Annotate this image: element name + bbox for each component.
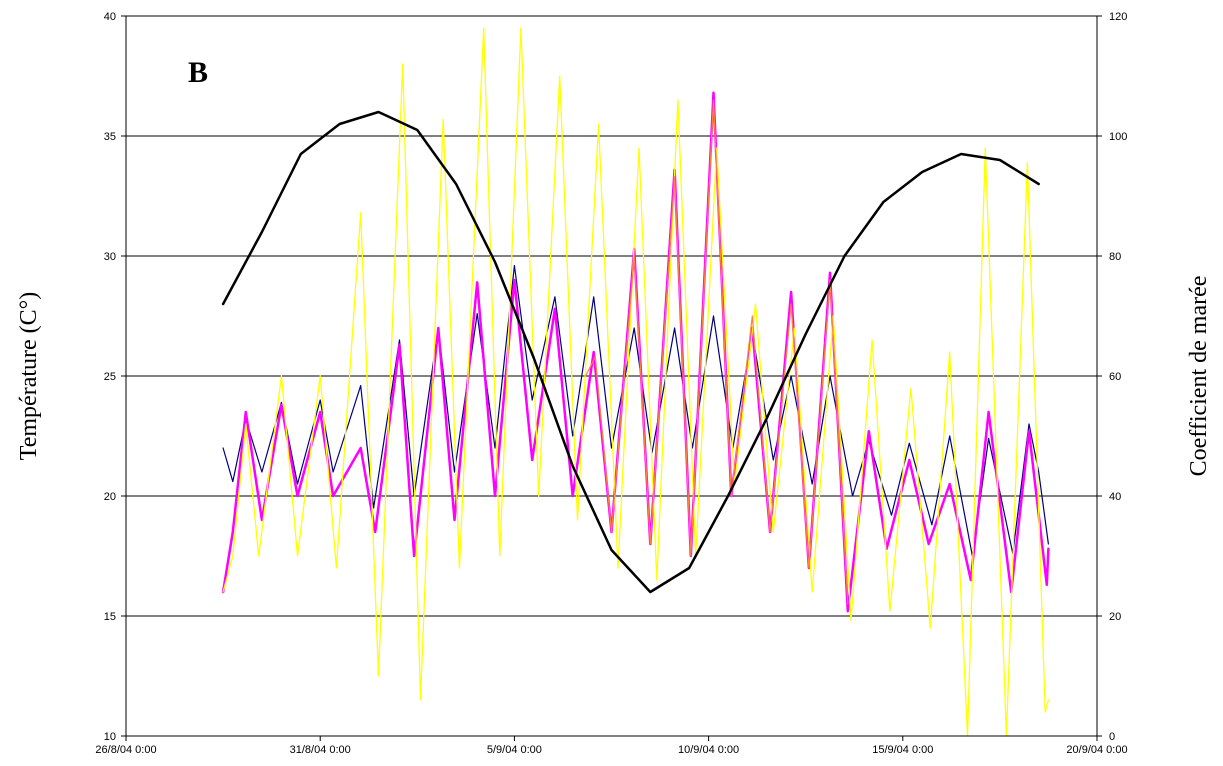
x-tick-label: 20/9/04 0:00 xyxy=(1066,744,1127,756)
x-tick-label: 31/8/04 0:00 xyxy=(290,744,351,756)
right-tick-label: 100 xyxy=(1109,131,1127,143)
right-tick-label: 40 xyxy=(1109,491,1121,503)
x-tick-label: 10/9/04 0:00 xyxy=(678,744,739,756)
left-tick-label: 40 xyxy=(104,11,116,23)
series-line-tide xyxy=(221,110,1040,594)
right-axis-ticks: 0 20 40 60 80 100 120 xyxy=(1097,11,1127,743)
left-tick-label: 15 xyxy=(104,611,116,623)
right-tick-label: 60 xyxy=(1109,371,1121,383)
left-tick-label: 10 xyxy=(104,731,116,743)
right-axis-title: Coefficient de marée xyxy=(1186,276,1212,477)
right-tick-label: 0 xyxy=(1109,731,1115,743)
left-tick-label: 35 xyxy=(104,131,116,143)
x-tick-label: 26/8/04 0:00 xyxy=(95,744,156,756)
x-tick-label: 15/9/04 0:00 xyxy=(872,744,933,756)
series-layer xyxy=(221,27,1050,737)
series-line-orange xyxy=(585,99,849,605)
x-axis-ticks: 26/8/04 0:00 31/8/04 0:00 5/9/04 0:00 10/9/… xyxy=(95,736,1128,756)
series-line-yellow xyxy=(222,27,1050,737)
panel-label: B xyxy=(188,56,208,89)
left-axis-title: Température (C°) xyxy=(16,292,42,461)
x-tick-label: 5/9/04 0:00 xyxy=(487,744,542,756)
series-line-navy xyxy=(222,265,1049,557)
left-tick-label: 20 xyxy=(104,491,116,503)
left-tick-label: 25 xyxy=(104,371,116,383)
left-axis-ticks: 10 15 20 25 30 35 40 xyxy=(104,11,126,743)
right-tick-label: 120 xyxy=(1109,11,1127,23)
right-tick-label: 20 xyxy=(1109,611,1121,623)
right-tick-label: 80 xyxy=(1109,251,1121,263)
left-tick-label: 30 xyxy=(104,251,116,263)
